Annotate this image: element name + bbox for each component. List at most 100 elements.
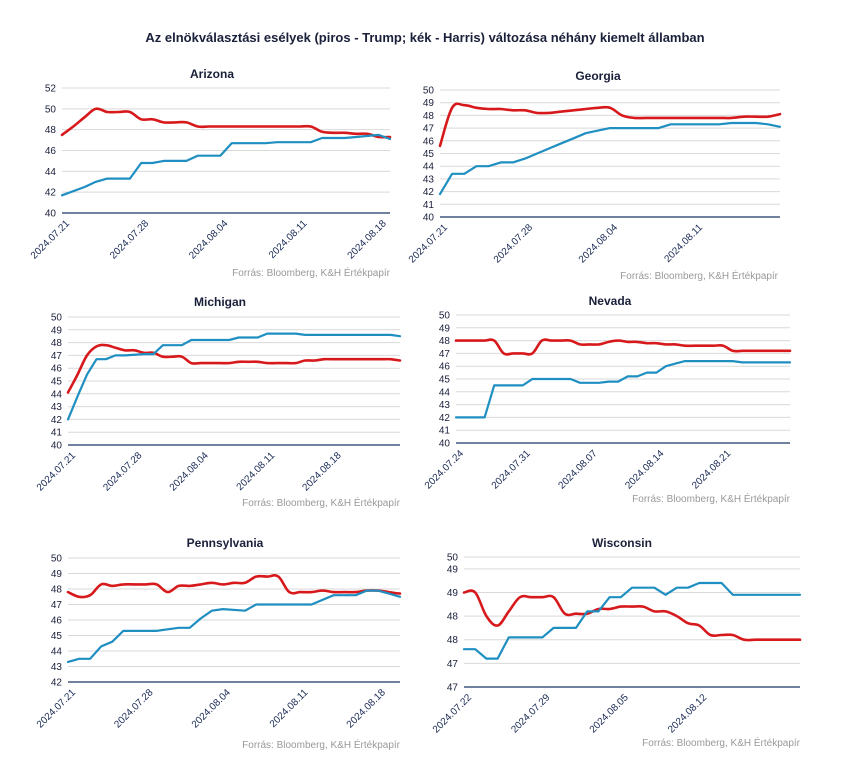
y-tick-label: 49 [447,588,459,599]
y-tick-label: 49 [439,323,451,334]
x-tick-label: 2024.07.28 [108,218,151,261]
series-line-harris [60,133,392,197]
y-tick-label: 46 [45,146,57,157]
panel-title: Michigan [194,295,246,309]
panel-title: Georgia [575,69,621,83]
source-note: Forrás: Bloomberg, K&H Értékpapír [232,266,391,279]
series-line-harris [454,360,792,419]
y-tick-label: 40 [51,441,63,452]
x-tick-label: 2024.08.11 [662,222,705,265]
y-tick-label: 43 [423,174,435,185]
y-tick-label: 48 [423,111,435,122]
panel-arizona: Arizona 40 42 44 46 48 50 52 2024.07.21 2024.07.2… [29,67,392,279]
x-tick-label: 2024.07.31 [490,448,533,491]
x-tick-label: 2024.08.04 [190,687,233,730]
y-tick-label: 43 [51,402,63,413]
x-tick-label: 2024.08.11 [235,450,278,493]
x-tick-label: 2024.08.04 [577,222,620,265]
y-tick-label: 41 [423,200,435,211]
y-tick-label: 42 [439,413,451,424]
y-tick-label: 46 [423,136,435,147]
y-tick-label: 40 [423,213,435,224]
y-tick-label: 42 [423,187,435,198]
y-tick-label: 49 [447,564,459,575]
x-tick-label: 2024.08.18 [345,687,388,730]
x-tick-label: 2024.08.05 [588,692,631,735]
series-line-harris [66,332,402,421]
y-tick-label: 44 [439,387,451,398]
x-tick-label: 2024.07.21 [29,218,72,261]
y-tick-label: 47 [51,351,63,362]
panel-title: Pennsylvania [187,536,264,550]
series-line-harris [438,121,782,196]
y-tick-label: 44 [423,162,435,173]
panel-title: Nevada [589,294,632,308]
y-tick-label: 46 [51,616,63,627]
x-tick-label: 2024.07.28 [112,687,155,730]
y-tick-label: 40 [45,209,57,220]
x-tick-label: 2024.07.24 [423,448,466,491]
source-note: Forrás: Bloomberg, K&H Értékpapír [620,269,779,282]
x-tick-label: 2024.08.12 [666,692,709,735]
source-note: Forrás: Bloomberg, K&H Értékpapír [642,736,801,749]
series-line-trump [66,343,402,394]
y-tick-label: 48 [447,612,459,623]
y-tick-label: 43 [439,400,451,411]
y-tick-label: 47 [447,659,459,670]
y-tick-label: 41 [439,426,451,437]
y-tick-label: 49 [51,325,63,336]
x-tick-label: 2024.08.18 [300,450,343,493]
y-tick-label: 47 [51,600,63,611]
y-tick-label: 49 [51,569,63,580]
series-line-harris [462,581,802,660]
series-line-trump [462,589,802,642]
y-tick-label: 42 [51,415,63,426]
x-tick-label: 2024.08.07 [556,448,599,491]
x-tick-label: 2024.08.11 [268,687,311,730]
y-tick-label: 48 [51,585,63,596]
y-tick-label: 50 [51,313,63,324]
y-tick-label: 50 [45,104,57,115]
y-tick-label: 42 [51,678,63,689]
y-tick-label: 45 [423,149,435,160]
x-tick-label: 2024.07.29 [509,692,552,735]
y-tick-label: 44 [51,389,63,400]
y-tick-label: 50 [439,311,451,322]
panel-pennsylvania: Pennsylvania 42 43 44 45 46 47 48 49 50 2024.07.21… [35,536,402,751]
panel-title: Wisconsin [592,536,652,550]
x-tick-label: 2024.08.21 [690,448,733,491]
y-tick-label: 40 [439,439,451,450]
y-tick-label: 44 [51,647,63,658]
series-line-trump [66,574,402,599]
y-tick-label: 48 [439,336,451,347]
x-tick-label: 2024.07.21 [407,222,450,265]
series-line-trump [454,338,792,356]
y-tick-label: 50 [423,86,435,97]
y-tick-label: 44 [45,167,57,178]
source-note: Forrás: Bloomberg, K&H Értékpapír [242,496,401,509]
y-tick-label: 46 [439,362,451,373]
x-tick-label: 2024.08.04 [168,450,211,493]
y-tick-label: 45 [439,375,451,386]
y-tick-label: 45 [51,631,63,642]
x-tick-label: 2024.07.21 [35,450,78,493]
series-line-trump [60,107,392,139]
y-tick-label: 47 [447,683,459,694]
x-tick-label: 2024.07.22 [431,692,474,735]
main-title: Az elnökválasztási esélyek (piros - Trum… [145,30,705,45]
series-line-trump [438,102,782,148]
x-tick-label: 2024.08.18 [346,218,389,261]
panel-title: Arizona [190,67,234,81]
x-tick-label: 2024.08.11 [267,218,310,261]
y-tick-label: 50 [51,554,63,565]
y-tick-label: 47 [439,349,451,360]
y-tick-label: 48 [447,635,459,646]
x-tick-label: 2024.07.28 [101,450,144,493]
y-tick-label: 48 [51,338,63,349]
source-note: Forrás: Bloomberg, K&H Értékpapír [632,492,791,505]
y-tick-label: 45 [51,377,63,388]
